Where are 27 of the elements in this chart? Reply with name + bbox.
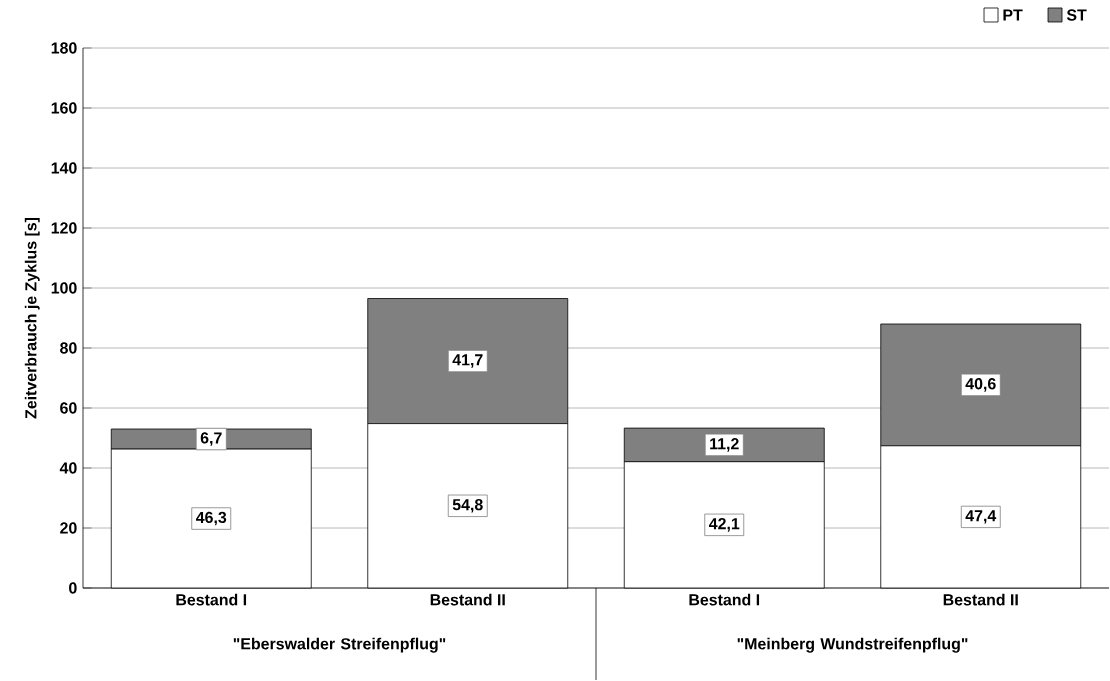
y-tick-label: 100 xyxy=(51,282,77,294)
y-tick-label: 0 xyxy=(69,582,77,594)
data-label: 42,1 xyxy=(709,518,740,532)
x-tick-label: Bestand II xyxy=(943,593,1018,606)
data-label: 46,3 xyxy=(195,511,227,526)
y-tick-label: 180 xyxy=(51,42,77,54)
x-tick-label: Bestand I xyxy=(689,593,760,606)
y-axis-title: Zeitverbrauch je Zyklus [s] xyxy=(24,217,40,419)
y-tick-label: 120 xyxy=(51,222,77,234)
data-label: 54,8 xyxy=(452,499,483,513)
y-tick-label: 80 xyxy=(60,342,77,354)
y-tick-label: 160 xyxy=(51,102,77,114)
data-label: 40,6 xyxy=(965,378,996,392)
x-tick-label: Bestand II xyxy=(430,593,505,606)
y-tick-label: 60 xyxy=(60,402,77,414)
data-label: 47,4 xyxy=(965,510,997,524)
x-tick-label: Bestand I xyxy=(176,593,247,606)
y-tick-label: 140 xyxy=(51,162,77,174)
data-label: 11,2 xyxy=(710,438,739,452)
y-tick-label: 20 xyxy=(60,522,77,534)
data-label: 41,7 xyxy=(452,354,483,368)
y-tick-label: 40 xyxy=(59,462,77,474)
data-label: 6,7 xyxy=(200,432,222,446)
text: "Eberswalder Streifenpflug" xyxy=(233,637,446,653)
legend-label: ST xyxy=(1066,9,1087,21)
text: "Meinberg Wundstreifenpflug" xyxy=(737,637,968,653)
legend-label: PT xyxy=(1003,9,1023,21)
